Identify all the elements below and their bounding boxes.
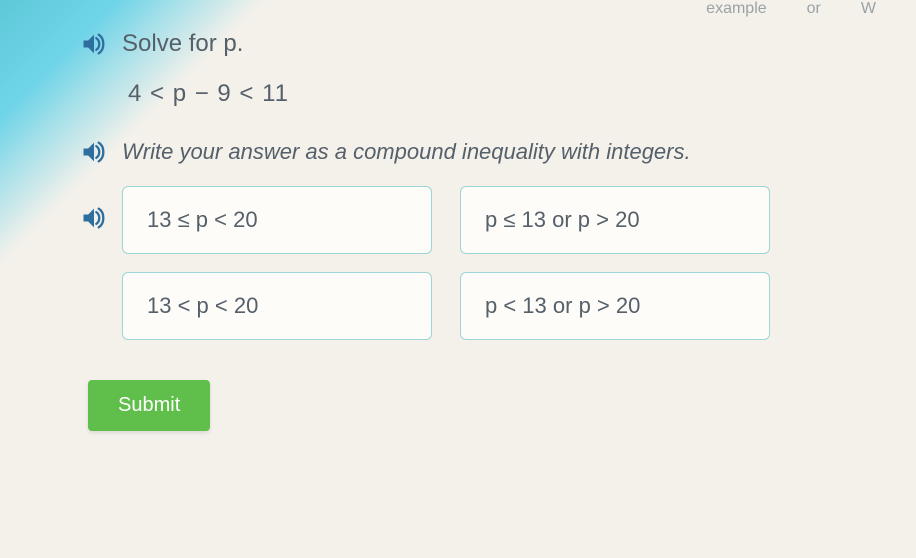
answer-option-b[interactable]: p ≤ 13 or p > 20 (460, 186, 770, 254)
answers-row: 13 ≤ p < 20 p ≤ 13 or p > 20 13 < p < 20… (80, 186, 876, 340)
speaker-icon[interactable] (80, 138, 108, 166)
instruction-row: Write your answer as a compound inequali… (80, 138, 876, 166)
answer-option-d[interactable]: p < 13 or p > 20 (460, 272, 770, 340)
question-content: Solve for p. 4 < p − 9 < 11 Write your a… (80, 30, 876, 431)
speaker-icon[interactable] (80, 30, 108, 58)
or-hint: or (807, 0, 821, 18)
answer-option-a[interactable]: 13 ≤ p < 20 (122, 186, 432, 254)
prompt-text: Solve for p. (122, 30, 243, 58)
instruction-text: Write your answer as a compound inequali… (122, 139, 691, 165)
example-hint: example (706, 0, 766, 18)
submit-button[interactable]: Submit (88, 380, 210, 431)
inequality-expression: 4 < p − 9 < 11 (128, 80, 876, 108)
speaker-icon[interactable] (80, 204, 108, 232)
w-hint: W (861, 0, 876, 18)
answer-option-c[interactable]: 13 < p < 20 (122, 272, 432, 340)
top-hint-bar: example or W (706, 0, 876, 18)
prompt-row: Solve for p. (80, 30, 876, 58)
answers-grid: 13 ≤ p < 20 p ≤ 13 or p > 20 13 < p < 20… (122, 186, 770, 340)
